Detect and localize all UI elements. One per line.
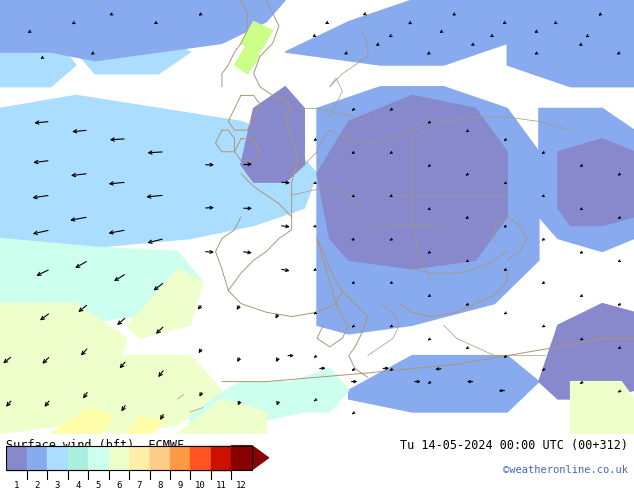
Polygon shape bbox=[76, 35, 190, 74]
Bar bbox=[170, 446, 190, 470]
Polygon shape bbox=[285, 0, 507, 65]
Polygon shape bbox=[235, 44, 260, 74]
Polygon shape bbox=[241, 87, 304, 182]
Bar bbox=[6, 446, 27, 470]
Text: 9: 9 bbox=[178, 481, 183, 490]
Bar bbox=[108, 446, 129, 470]
Polygon shape bbox=[241, 22, 273, 52]
Polygon shape bbox=[349, 356, 539, 412]
Text: 6: 6 bbox=[116, 481, 122, 490]
Text: 8: 8 bbox=[157, 481, 162, 490]
Polygon shape bbox=[0, 0, 285, 61]
Bar bbox=[6, 446, 252, 470]
Polygon shape bbox=[0, 239, 203, 325]
Polygon shape bbox=[0, 96, 317, 247]
Polygon shape bbox=[539, 108, 634, 251]
Polygon shape bbox=[0, 304, 127, 434]
Polygon shape bbox=[254, 368, 349, 412]
Polygon shape bbox=[571, 382, 634, 434]
Text: 3: 3 bbox=[55, 481, 60, 490]
Polygon shape bbox=[539, 304, 634, 399]
Text: ©weatheronline.co.uk: ©weatheronline.co.uk bbox=[503, 466, 628, 475]
Polygon shape bbox=[76, 356, 222, 434]
Polygon shape bbox=[317, 87, 539, 334]
Bar bbox=[190, 446, 211, 470]
Polygon shape bbox=[190, 382, 304, 425]
Text: 11: 11 bbox=[216, 481, 226, 490]
Polygon shape bbox=[127, 416, 165, 434]
Text: 1: 1 bbox=[14, 481, 19, 490]
Bar bbox=[129, 446, 150, 470]
Polygon shape bbox=[231, 446, 269, 470]
Text: 4: 4 bbox=[75, 481, 81, 490]
Bar bbox=[27, 446, 48, 470]
Text: Surface wind (bft)  ECMWF: Surface wind (bft) ECMWF bbox=[6, 439, 184, 452]
Text: 12: 12 bbox=[236, 481, 247, 490]
Polygon shape bbox=[127, 269, 203, 338]
Polygon shape bbox=[51, 408, 114, 434]
Bar bbox=[211, 446, 231, 470]
Text: 7: 7 bbox=[136, 481, 142, 490]
Bar bbox=[48, 446, 68, 470]
Polygon shape bbox=[0, 22, 76, 87]
Text: Tu 14-05-2024 00:00 UTC (00+312): Tu 14-05-2024 00:00 UTC (00+312) bbox=[399, 439, 628, 452]
Polygon shape bbox=[178, 399, 266, 434]
Polygon shape bbox=[317, 96, 507, 269]
Bar bbox=[150, 446, 170, 470]
Bar bbox=[68, 446, 88, 470]
Polygon shape bbox=[558, 139, 634, 225]
Polygon shape bbox=[507, 0, 634, 87]
Text: 5: 5 bbox=[96, 481, 101, 490]
Text: 2: 2 bbox=[34, 481, 40, 490]
Bar bbox=[88, 446, 108, 470]
Text: 10: 10 bbox=[195, 481, 206, 490]
